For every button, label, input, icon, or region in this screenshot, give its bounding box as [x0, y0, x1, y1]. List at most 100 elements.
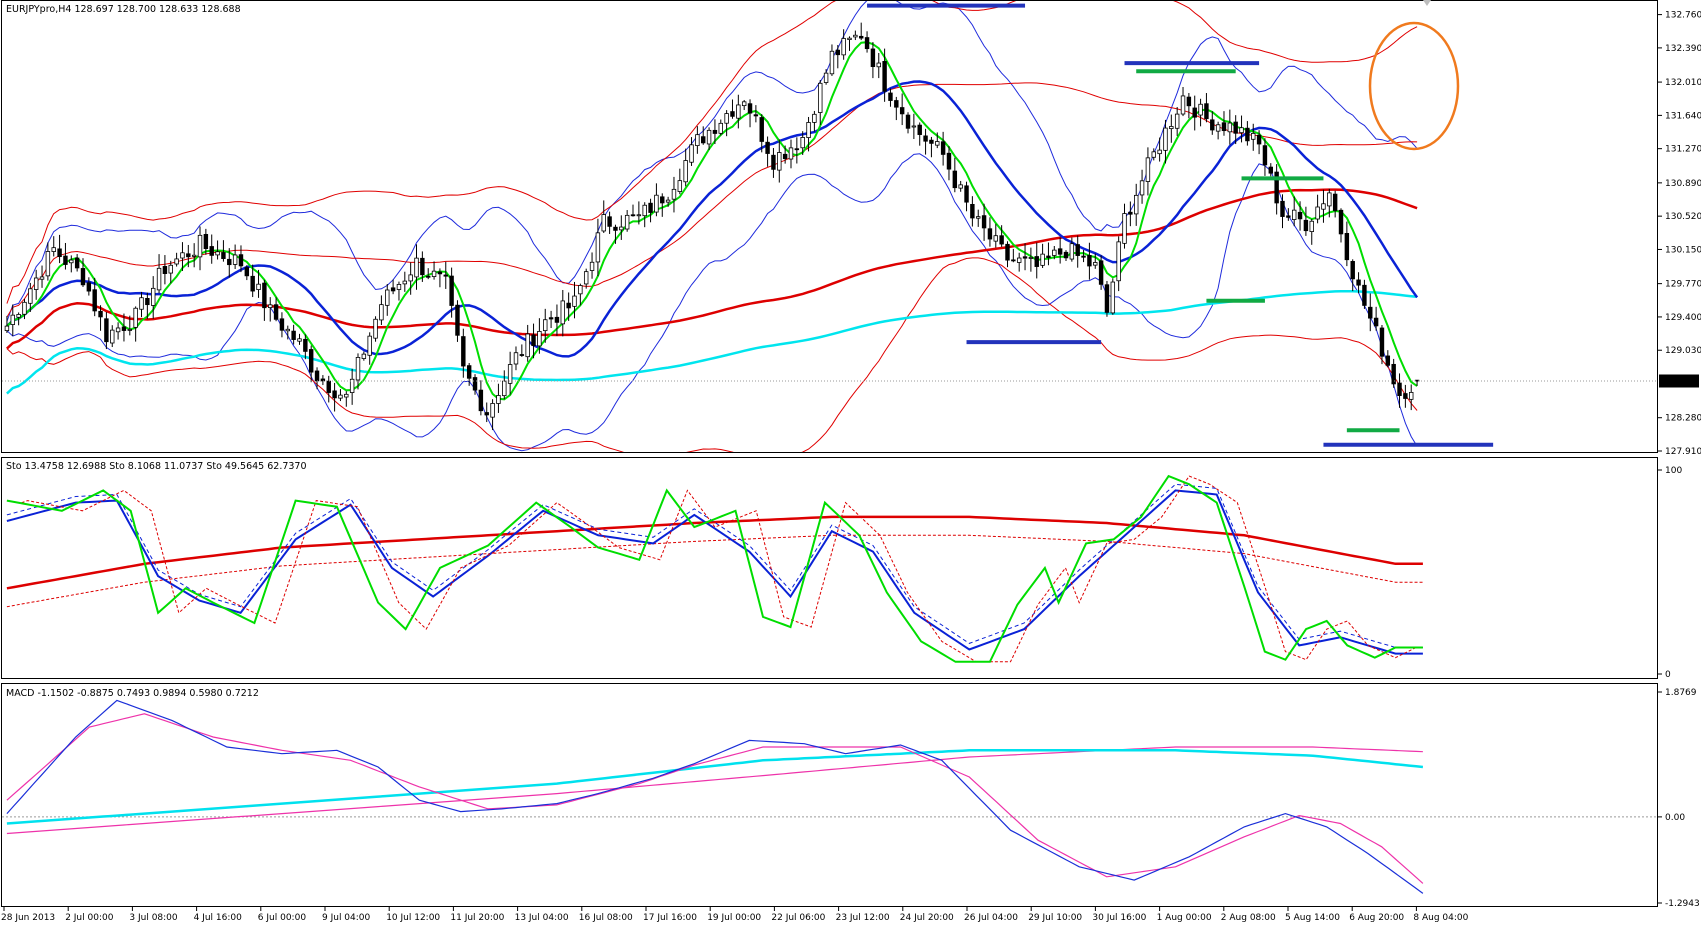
candle-body: [958, 184, 963, 189]
candle-body: [92, 289, 97, 312]
candle-body: [244, 267, 250, 277]
time-tick-label: 28 Jun 2013: [1, 913, 55, 923]
price-tick-label: 130.520: [1665, 212, 1701, 222]
sto-slow-signal: [6, 534, 1423, 608]
candle-body: [566, 302, 571, 309]
candle-body: [145, 297, 150, 306]
macd-long-signal: [6, 746, 1423, 835]
time-tick-label: 22 Jul 06:00: [771, 913, 825, 923]
candle-body: [502, 380, 507, 397]
candle-body: [443, 274, 448, 277]
stochastic-header: Sto 13.4758 12.6988 Sto 8.1068 11.0737 S…: [6, 461, 307, 472]
time-tick-label: 5 Aug 14:00: [1285, 913, 1340, 923]
time-tick-label: 6 Jul 00:00: [258, 913, 307, 923]
candle-body: [203, 233, 209, 249]
time-tick-label: 1 Aug 00:00: [1157, 913, 1212, 923]
highlight-ellipse[interactable]: [1368, 21, 1460, 151]
candle-body: [1356, 279, 1361, 286]
stochastic-lines: [6, 474, 1423, 663]
candle-body: [993, 235, 998, 242]
sto-slow-main: [6, 515, 1423, 590]
candle-body: [197, 234, 203, 258]
candle-body: [999, 235, 1004, 245]
candle-body: [613, 226, 618, 231]
candle-body: [1022, 256, 1028, 259]
price-pane[interactable]: [1, 0, 1658, 453]
candle-body: [478, 389, 484, 412]
shift-marker-icon[interactable]: [1423, 0, 1431, 6]
price-header: EURJPYpro,H4 128.697 128.700 128.633 128…: [6, 4, 241, 15]
candle-body: [771, 154, 776, 170]
time-tick-label: 8 Aug 04:00: [1413, 913, 1468, 923]
candle-body: [519, 354, 525, 356]
candle-body: [1098, 260, 1104, 285]
candle-body: [186, 253, 191, 258]
stochastic-pane[interactable]: [1, 457, 1658, 679]
time-tick-label: 4 Jul 16:00: [194, 913, 243, 923]
candle-body: [1210, 119, 1215, 131]
macd-lines: [2, 699, 1658, 894]
candle-body: [308, 349, 314, 373]
candle-body: [127, 329, 133, 331]
candle-body: [829, 50, 835, 75]
candle-body: [724, 113, 729, 124]
candle-body: [706, 129, 712, 145]
candle-body: [426, 275, 431, 278]
price-tick-label: 127.910: [1665, 447, 1701, 457]
candle-body: [1315, 206, 1320, 220]
candle-body: [560, 300, 566, 325]
sto-fast-main: [6, 474, 1423, 663]
candle-body: [905, 114, 911, 129]
candle-body: [1186, 96, 1192, 107]
candle-body: [1192, 107, 1197, 118]
time-tick-label: 19 Jul 00:00: [707, 913, 761, 923]
candle-body: [1174, 113, 1180, 129]
candle-body: [1128, 211, 1133, 215]
candle-body: [355, 357, 361, 381]
candle-body: [1227, 122, 1233, 133]
price-tick-label: 129.400: [1665, 313, 1701, 323]
candle-body: [1104, 284, 1110, 313]
time-tick-label: 29 Jul 10:00: [1028, 913, 1082, 923]
candle-body: [806, 122, 811, 138]
candle-body: [1139, 180, 1145, 196]
candle-body: [595, 232, 601, 263]
time-tick-label: 24 Jul 20:00: [900, 913, 954, 923]
candle-body: [1063, 251, 1069, 259]
candle-body: [273, 304, 279, 320]
candle-body: [227, 258, 232, 266]
time-axis: 28 Jun 2013 2 Jul 00:00 3 Jul 08:00 4 Jul 1…: [1, 907, 1469, 923]
time-tick-label: 26 Jul 04:00: [964, 913, 1018, 923]
time-tick-label: 16 Jul 08:00: [579, 913, 633, 923]
candle-body: [326, 380, 331, 393]
sto-tick-label: 0: [1665, 670, 1671, 680]
candle-body: [4, 325, 10, 332]
candle-body: [221, 252, 226, 259]
bollinger-bands: [6, 1, 1418, 452]
candle-body: [1215, 124, 1221, 132]
candle-body: [162, 266, 168, 274]
candle-body: [490, 403, 495, 418]
candle-body: [507, 364, 513, 384]
candle-body: [1087, 255, 1092, 267]
candle-body: [1075, 244, 1080, 256]
candle-body: [513, 352, 519, 365]
candle-body: [624, 214, 630, 230]
candle-body: [531, 334, 536, 346]
candle-body: [753, 114, 759, 117]
candle-body: [1057, 248, 1063, 255]
candle-body: [51, 247, 56, 252]
candle-body: [683, 160, 688, 183]
candle-body: [782, 153, 788, 160]
candle-body: [150, 287, 156, 306]
candle-body: [28, 288, 33, 304]
candle-body: [431, 270, 437, 277]
macd-pane[interactable]: [1, 683, 1658, 907]
price-axis: 132.760 132.390 132.010 131.640 131.270 130.8…: [1658, 11, 1701, 457]
candle-body: [45, 251, 51, 277]
candle-body: [209, 246, 214, 256]
candle-body: [1344, 233, 1350, 261]
candle-body: [1116, 241, 1121, 282]
candle-body: [1338, 209, 1344, 235]
